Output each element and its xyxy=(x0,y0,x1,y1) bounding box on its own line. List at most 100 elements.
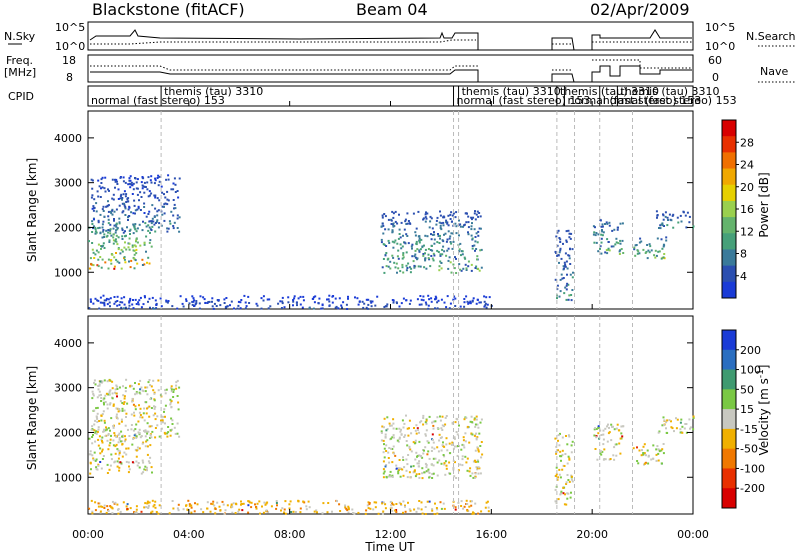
data-cell xyxy=(440,436,443,439)
data-cell xyxy=(414,249,417,252)
data-cell xyxy=(474,210,476,213)
data-cell xyxy=(191,295,194,298)
data-cell xyxy=(571,480,574,483)
data-cell xyxy=(608,249,611,252)
nave-label: Nave xyxy=(760,65,788,78)
data-cell xyxy=(449,235,452,238)
data-cell xyxy=(96,420,99,423)
data-cell xyxy=(275,507,278,510)
data-cell xyxy=(121,202,124,205)
data-cell xyxy=(144,445,147,448)
data-cell xyxy=(408,508,411,511)
data-cell xyxy=(399,475,402,478)
data-cell xyxy=(396,271,398,274)
data-cell xyxy=(557,254,560,257)
data-cell xyxy=(93,409,96,412)
data-cell xyxy=(441,424,444,427)
data-cell xyxy=(137,431,140,434)
data-cell xyxy=(140,386,143,389)
data-cell xyxy=(109,232,112,235)
data-cell xyxy=(618,442,621,445)
data-cell xyxy=(659,224,662,227)
data-cell xyxy=(97,464,100,467)
data-cell xyxy=(404,218,407,221)
data-cell xyxy=(461,253,464,256)
data-cell xyxy=(95,432,98,435)
data-cell xyxy=(267,511,270,514)
data-cell xyxy=(604,251,607,254)
data-cell xyxy=(141,176,144,178)
velocity-ylabel: Slant Range [km] xyxy=(25,366,39,470)
data-cell xyxy=(442,454,445,456)
data-cell xyxy=(149,434,152,437)
data-cell xyxy=(389,470,392,473)
data-cell xyxy=(381,502,384,505)
data-cell xyxy=(473,228,476,231)
data-cell xyxy=(468,470,471,473)
data-cell xyxy=(127,447,130,450)
data-cell xyxy=(119,400,122,403)
data-cell xyxy=(255,507,258,510)
data-cell xyxy=(467,226,470,229)
data-cell xyxy=(154,418,157,421)
data-cell xyxy=(406,267,409,269)
data-cell xyxy=(382,258,385,260)
data-cell xyxy=(458,234,460,237)
data-cell xyxy=(436,461,439,464)
data-cell xyxy=(91,187,94,190)
data-cell xyxy=(153,405,155,408)
colorbar-tick-label-4: 12 xyxy=(740,225,754,238)
data-cell xyxy=(141,184,144,187)
data-cell xyxy=(571,289,574,291)
data-cell xyxy=(383,417,386,420)
data-cell xyxy=(424,216,427,219)
data-cell xyxy=(424,252,426,255)
data-cell xyxy=(636,460,639,462)
data-cell xyxy=(456,454,459,457)
data-cell xyxy=(102,220,105,223)
data-cell xyxy=(384,433,387,436)
data-cell xyxy=(97,258,100,261)
data-cell xyxy=(127,307,130,310)
data-cell xyxy=(564,493,566,496)
data-cell xyxy=(664,215,667,218)
data-cell xyxy=(484,302,487,305)
data-cell xyxy=(480,248,483,251)
data-cell xyxy=(570,478,573,481)
data-cell xyxy=(109,259,112,262)
data-cell xyxy=(559,455,562,458)
data-cell xyxy=(250,506,253,509)
data-cell xyxy=(427,307,430,310)
colorbar-segment xyxy=(722,120,736,137)
data-cell xyxy=(478,227,481,230)
freq-tick-bottom: 8 xyxy=(66,71,73,84)
data-cell xyxy=(636,249,639,252)
data-cell xyxy=(562,277,565,279)
data-cell xyxy=(561,277,564,280)
data-cell xyxy=(149,436,151,439)
data-cell xyxy=(363,302,366,305)
data-cell xyxy=(462,439,465,442)
data-cell xyxy=(385,450,388,452)
data-cell xyxy=(140,181,143,184)
data-cell xyxy=(394,220,397,223)
data-cell xyxy=(117,198,120,200)
data-cell xyxy=(118,422,121,425)
data-cell xyxy=(560,459,562,462)
data-cell xyxy=(441,444,444,447)
data-cell xyxy=(615,241,618,244)
data-cell xyxy=(478,301,481,304)
data-cell xyxy=(562,487,565,489)
data-cell xyxy=(101,258,104,261)
data-cell xyxy=(131,184,134,187)
data-cell xyxy=(113,461,116,464)
data-cell xyxy=(474,461,477,463)
data-cell xyxy=(340,304,343,307)
data-cell xyxy=(121,407,124,410)
data-cell xyxy=(327,298,330,301)
data-cell xyxy=(683,427,686,430)
data-cell xyxy=(138,223,141,226)
data-cell xyxy=(418,250,421,253)
data-cell xyxy=(655,254,658,257)
data-cell xyxy=(480,266,483,269)
